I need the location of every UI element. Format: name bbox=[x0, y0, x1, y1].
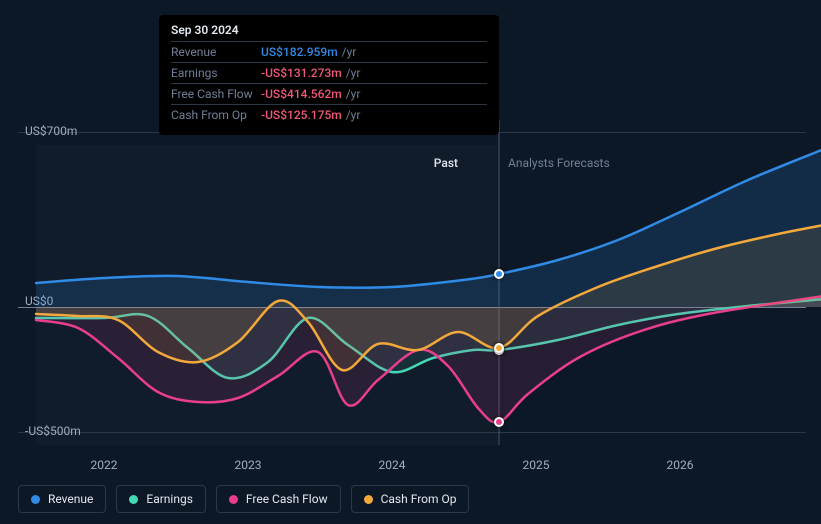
legend-swatch bbox=[364, 495, 373, 504]
legend-label: Cash From Op bbox=[381, 492, 457, 506]
tooltip-suffix: /yr bbox=[342, 45, 357, 59]
series-marker-inner bbox=[496, 271, 502, 277]
tooltip-label: Cash From Op bbox=[171, 108, 261, 122]
tooltip-row: RevenueUS$182.959m/yr bbox=[171, 41, 487, 62]
tooltip-suffix: /yr bbox=[346, 108, 361, 122]
legend-label: Revenue bbox=[48, 492, 93, 506]
legend-label: Earnings bbox=[146, 492, 193, 506]
tooltip-date: Sep 30 2024 bbox=[171, 23, 487, 41]
series-marker-inner bbox=[496, 419, 502, 425]
series-marker-inner bbox=[496, 345, 502, 351]
tooltip-value: -US$131.273m bbox=[261, 66, 342, 80]
tooltip-value: -US$414.562m bbox=[261, 87, 342, 101]
tooltip-value: US$182.959m bbox=[261, 45, 338, 59]
legend-item[interactable]: Cash From Op bbox=[351, 485, 470, 513]
legend-label: Free Cash Flow bbox=[246, 492, 328, 506]
legend-item[interactable]: Revenue bbox=[18, 485, 106, 513]
legend-swatch bbox=[229, 495, 238, 504]
legend-item[interactable]: Earnings bbox=[116, 485, 206, 513]
tooltip-suffix: /yr bbox=[346, 87, 361, 101]
tooltip-value: -US$125.175m bbox=[261, 108, 342, 122]
tooltip-row: Earnings-US$131.273m/yr bbox=[171, 62, 487, 83]
chart-legend: Revenue Earnings Free Cash Flow Cash From O… bbox=[18, 485, 469, 513]
tooltip-row: Cash From Op-US$125.175m/yr bbox=[171, 104, 487, 125]
chart-tooltip: Sep 30 2024 RevenueUS$182.959m/yrEarning… bbox=[159, 15, 499, 135]
tooltip-label: Earnings bbox=[171, 66, 261, 80]
legend-swatch bbox=[31, 495, 40, 504]
tooltip-label: Revenue bbox=[171, 45, 261, 59]
financial-chart: Past Analysts Forecasts US$700mUS$0-US$5… bbox=[18, 0, 806, 475]
legend-swatch bbox=[129, 495, 138, 504]
tooltip-label: Free Cash Flow bbox=[171, 87, 261, 101]
tooltip-row: Free Cash Flow-US$414.562m/yr bbox=[171, 83, 487, 104]
legend-item[interactable]: Free Cash Flow bbox=[216, 485, 341, 513]
tooltip-suffix: /yr bbox=[346, 66, 361, 80]
